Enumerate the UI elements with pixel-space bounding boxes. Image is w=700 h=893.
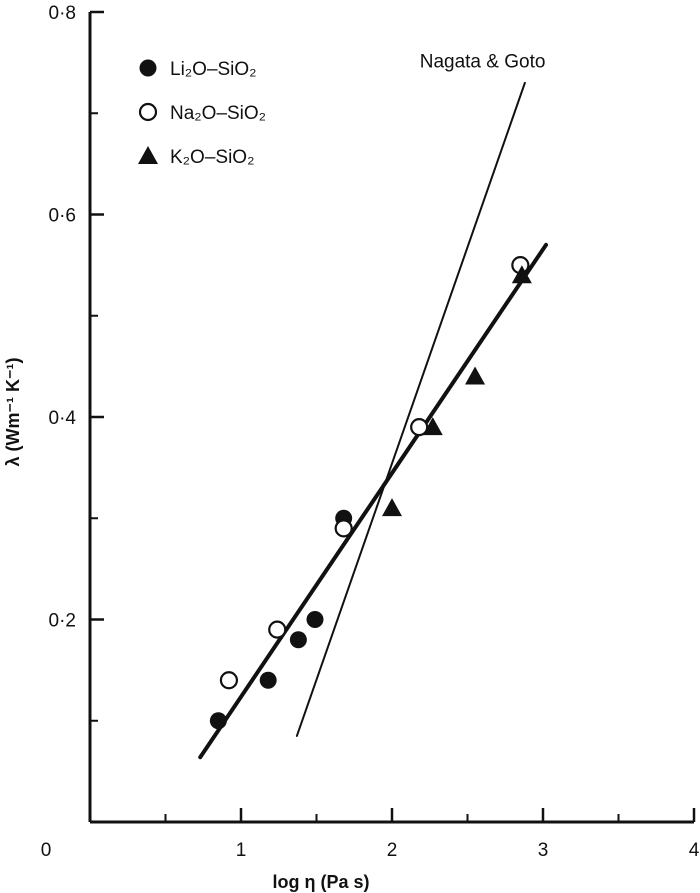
annotations: Nagata & Goto xyxy=(420,52,546,73)
axes xyxy=(88,12,694,824)
lines xyxy=(198,81,549,760)
x-tick-label: 4 xyxy=(689,840,700,861)
data-point xyxy=(382,498,402,517)
legend-label: Na₂O–SiO₂ xyxy=(170,103,266,124)
y-axis-title: λ (Wm⁻¹ K⁻¹) xyxy=(3,358,23,467)
legend-marker xyxy=(139,59,157,77)
data-point xyxy=(511,265,532,284)
data-point xyxy=(334,519,353,538)
data-point xyxy=(259,671,277,689)
data-point xyxy=(422,417,443,436)
x-axis-title: log η (Pa s) xyxy=(272,872,369,892)
legend-label: K₂O–SiO₂ xyxy=(170,147,254,168)
x-tick-label: 3 xyxy=(538,840,549,861)
data-point xyxy=(209,712,227,730)
legend-marker xyxy=(138,146,158,164)
points xyxy=(209,256,532,730)
data-point xyxy=(219,671,239,690)
y-tick-label: 0·4 xyxy=(49,408,77,429)
x-tick-label: 1 xyxy=(236,840,247,861)
data-point xyxy=(410,418,429,437)
y-tick-label: 0·6 xyxy=(49,206,76,227)
ticks xyxy=(90,10,696,822)
y-tick-label: 0·8 xyxy=(49,3,76,24)
x-tick-label: 2 xyxy=(387,840,398,861)
legend: Li₂O–SiO₂ Na₂O–SiO₂ K₂O–SiO₂ xyxy=(138,59,266,168)
legend-marker xyxy=(138,102,158,122)
data-point xyxy=(306,611,324,628)
data-point xyxy=(465,366,486,385)
annotation-label: Nagata & Goto xyxy=(420,52,546,73)
x-tick-label: 0 xyxy=(41,840,52,861)
y-tick-label: 0·2 xyxy=(49,611,76,632)
reference-line xyxy=(295,81,526,737)
data-point xyxy=(268,620,287,639)
fit-line xyxy=(198,242,549,760)
legend-label: Li₂O–SiO₂ xyxy=(170,59,257,80)
data-point xyxy=(289,631,307,649)
tick-labels: 0 1 2 3 4 0·2 0·4 0·6 0·8 xyxy=(41,3,700,861)
